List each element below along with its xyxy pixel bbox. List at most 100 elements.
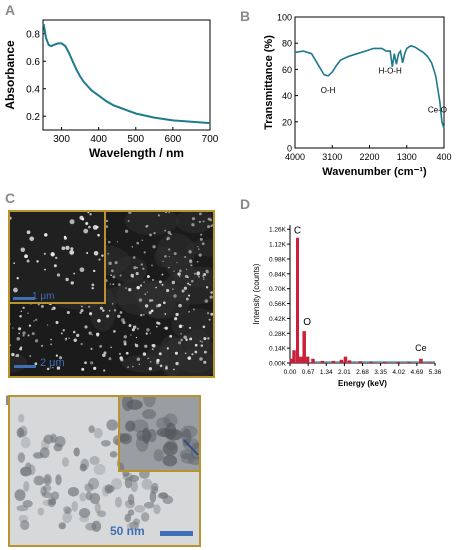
inset-scale-bar: [13, 297, 35, 300]
panel-b-letter: B: [240, 8, 251, 24]
tem-scale-label: 50 nm: [110, 524, 145, 538]
sem-particle: [136, 327, 140, 330]
tem-particle: [130, 480, 138, 493]
tem-particle: [61, 457, 70, 467]
tem-particle: [64, 507, 72, 514]
panel-a-letter: A: [5, 2, 16, 18]
sem-particle: [201, 242, 205, 246]
sem-particle: [146, 224, 149, 227]
sem-particle: [197, 246, 199, 248]
sem-particle: [205, 269, 209, 273]
tem-particle: [42, 499, 53, 506]
sem-particle: [182, 325, 184, 327]
uv-vis-chart: 300 400 500 600 700 0.2 0.4 0.6 0.8 Wavelength / …: [3, 19, 219, 160]
sem-particle: [19, 315, 22, 318]
tem-particle: [89, 456, 100, 465]
sem-particle: [136, 241, 140, 245]
sem-particle: [140, 263, 143, 266]
sem-particle: [108, 357, 112, 361]
sem-particle: [40, 304, 44, 308]
sem-particle: [183, 286, 188, 290]
sem-inset-particle: [86, 252, 89, 254]
sem-particle: [138, 298, 143, 302]
sem-particle: [127, 366, 130, 369]
sem-particle: [155, 286, 157, 289]
x-tick-label: 4.02: [392, 369, 405, 376]
tem-inset-particle: [187, 456, 199, 466]
sem-particle: [108, 261, 112, 266]
tem-particle: [124, 513, 132, 523]
tem-particle: [58, 522, 66, 530]
sem-texture: [157, 335, 213, 376]
sem-particle: [204, 299, 209, 303]
sem-particle: [151, 344, 154, 347]
inset-scale-label: 1 μm: [32, 291, 55, 302]
sem-particle: [158, 352, 162, 356]
sem-particle: [28, 324, 32, 327]
sem-particle: [162, 301, 166, 305]
sem-texture: [173, 266, 213, 288]
sem-particle: [34, 362, 38, 366]
sem-particle: [203, 273, 207, 277]
plot-frame: [294, 16, 445, 149]
sem-inset-particle: [70, 247, 74, 251]
edx-bar: [382, 361, 387, 363]
sem-inset-particle: [26, 230, 31, 235]
sem-particle: [46, 367, 50, 371]
sem-inset-particle: [89, 213, 92, 216]
sem-particle: [66, 311, 70, 315]
tem-particle: [44, 475, 51, 484]
tem-particle: [33, 475, 45, 486]
tem-inset-particle: [179, 449, 194, 460]
sem-particle: [55, 354, 58, 357]
y-axis-label: Intensity (counts): [252, 263, 261, 324]
sem-particle: [127, 219, 130, 222]
annotation-hoh: H-O-H: [379, 66, 402, 75]
sem-inset-particle: [16, 277, 19, 280]
sem-particle: [106, 314, 110, 318]
sem-particle: [143, 251, 146, 254]
sem-particle: [117, 314, 121, 318]
tem-particle: [62, 512, 72, 524]
sem-particle: [109, 283, 112, 285]
tem-particle: [106, 419, 119, 431]
sem-inset-particle: [70, 281, 74, 285]
x-tick-label: 2.01: [338, 369, 351, 376]
tem-particle: [20, 466, 32, 477]
sem-particle: [29, 355, 32, 357]
tem-particle: [84, 483, 94, 492]
sem-particle: [119, 274, 122, 277]
edx-chart: 0.00 0.67 1.34 2.01 2.68 3.35 4.02 4.69 5.36 0.00…: [252, 225, 442, 388]
sem-particle: [102, 309, 105, 312]
tem-particle: [88, 477, 100, 490]
edx-bar: [407, 361, 411, 363]
tem-particle: [140, 512, 150, 522]
sem-particle: [199, 340, 202, 342]
sem-particle: [22, 306, 25, 310]
x-tick-label: 1.34: [320, 369, 333, 376]
sem-particle: [46, 324, 49, 326]
sem-particle: [173, 294, 177, 298]
sem-particle: [155, 304, 160, 308]
tem-particle: [40, 486, 47, 496]
tem-inset-particle: [180, 452, 195, 464]
sem-particle: [99, 345, 103, 348]
tem-inset-particle: [143, 397, 156, 408]
sem-particle: [145, 332, 148, 335]
annotation-ceo: Ce-O: [428, 106, 447, 115]
sem-particle: [122, 321, 126, 325]
sem-particle: [118, 283, 121, 286]
sem-particle: [189, 327, 191, 329]
tem-particle: [71, 500, 79, 512]
sem-inset-particle: [44, 233, 48, 237]
sem-particle: [168, 248, 171, 251]
sem-particle: [131, 328, 135, 332]
sem-particle: [88, 331, 92, 335]
sem-particle: [178, 341, 182, 345]
tem-particle: [37, 507, 45, 516]
sem-particle: [207, 225, 211, 229]
sem-inset-particle: [63, 236, 67, 240]
sem-particle: [15, 353, 20, 358]
sem-particle: [187, 282, 190, 285]
annotation-o: O: [303, 317, 311, 328]
